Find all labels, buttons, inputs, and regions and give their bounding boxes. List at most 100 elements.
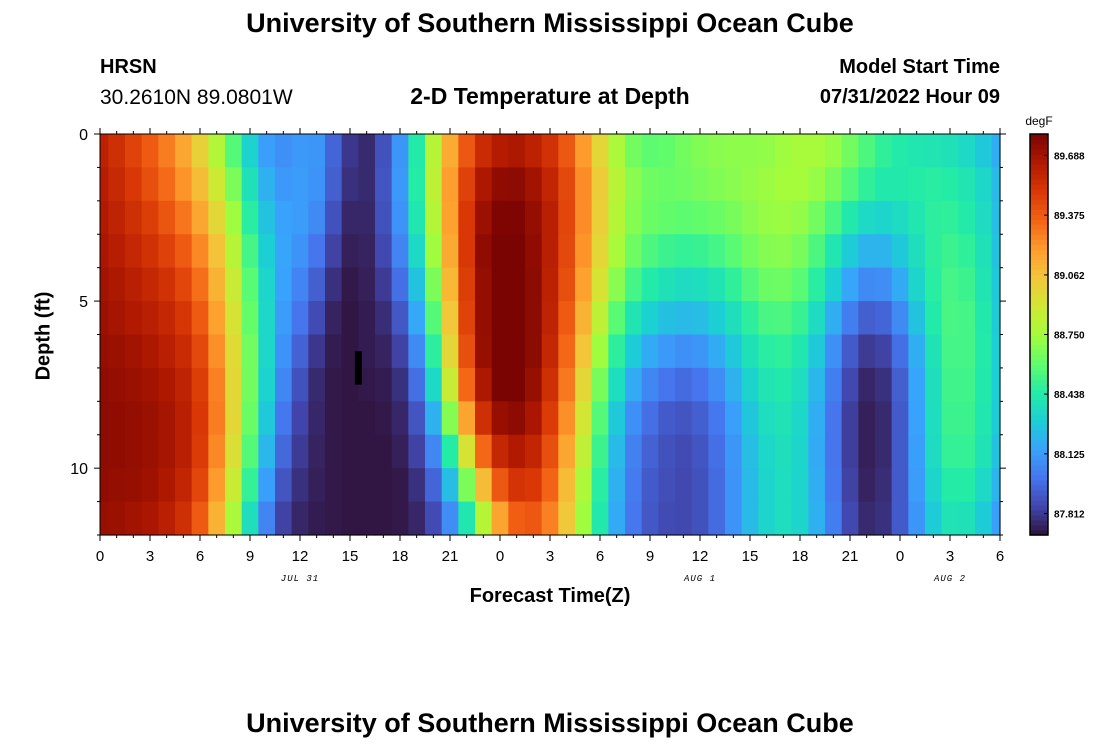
heatmap-cell [100,134,109,169]
date-label: AUG 1 [683,574,716,584]
heatmap-cell [108,334,126,369]
heatmap-cell [808,200,826,235]
colorbar-segment [1030,329,1048,336]
heatmap-cell [225,301,243,336]
heatmap-cell [391,234,409,269]
heatmap-cell [841,301,859,336]
chart-subtitle: 2-D Temperature at Depth [410,83,690,109]
heatmap-cell [141,134,159,169]
heatmap-cell [391,167,409,202]
heatmap-cell [241,434,259,469]
heatmap-cell [100,167,109,202]
heatmap-cell [708,234,726,269]
heatmap-cell [258,267,276,302]
colorbar-segment [1030,174,1048,180]
heatmap-cell [991,468,1001,503]
colorbar-tick-label: 88.750 [1054,331,1085,342]
heatmap-cell [708,301,726,336]
heatmap-cell [108,367,126,402]
heatmap-cell [408,301,426,336]
heatmap-cell [791,367,809,402]
heatmap-cell [375,334,393,369]
heatmap-cell [791,134,809,169]
heatmap-cell [100,267,109,302]
date-label: JUL 31 [281,574,319,584]
heatmap-cell [475,334,493,369]
heatmap-cell [125,234,143,269]
heatmap-cell [408,167,426,202]
heatmap-cell [341,501,359,536]
heatmap-cell [625,200,643,235]
heatmap-cell [641,134,659,169]
heatmap-cell [108,401,126,436]
heatmap-cell [991,234,1001,269]
heatmap-cell [708,468,726,503]
heatmap-cell [391,367,409,402]
heatmap-cell [100,501,109,536]
heatmap-cell [725,200,743,235]
heatmap-cell [791,434,809,469]
heatmap-cell [858,367,876,402]
heatmap-cell [491,401,509,436]
heatmap-cell [458,367,476,402]
heatmap-cell [941,267,959,302]
heatmap-cell [491,367,509,402]
heatmap-cell [191,200,209,235]
heatmap-cell [308,200,326,235]
heatmap-cell [608,167,626,202]
heatmap-cell [991,401,1001,436]
heatmap-cell [591,501,609,536]
heatmap-cell [341,167,359,202]
heatmap-cell [141,200,159,235]
heatmap-cell [708,200,726,235]
heatmap-cell [608,401,626,436]
x-tick-label: 0 [496,548,504,565]
heatmap-cell [625,401,643,436]
heatmap-cell [641,468,659,503]
heatmap-cell [925,134,943,169]
heatmap-cell [591,301,609,336]
heatmap-cell [591,167,609,202]
heatmap-cell [175,234,193,269]
heatmap-cell [175,134,193,169]
heatmap-cell [375,367,393,402]
heatmap-cell [825,334,843,369]
heatmap-cell [725,468,743,503]
heatmap-cell [691,501,709,536]
y-tick-label: 0 [79,127,88,144]
heatmap-cell [525,501,543,536]
heatmap-cell [541,200,559,235]
colorbar-segment [1030,334,1048,341]
heatmap-cell [275,301,293,336]
heatmap-cell [791,234,809,269]
heatmap-cell [425,434,443,469]
heatmap-cell [991,134,1001,169]
heatmap-cell [441,434,459,469]
colorbar-segment [1030,194,1048,200]
heatmap-cell [825,367,843,402]
heatmap-cell [491,468,509,503]
colorbar-segment [1030,244,1048,250]
heatmap-cell [508,234,526,269]
colorbar-segment [1030,379,1048,386]
heatmap-cell [158,134,176,169]
heatmap-cell [100,301,109,336]
heatmap-cell [475,434,493,469]
heatmap-cell [891,434,909,469]
colorbar-segment [1030,454,1048,461]
heatmap-cell [525,200,543,235]
heatmap-cell [858,134,876,169]
heatmap-cell [558,234,576,269]
heatmap-cell [125,334,143,369]
colorbar-segment [1030,159,1048,165]
heatmap-cell [100,334,109,369]
colorbar-segment [1030,414,1048,421]
colorbar-tick-label: 88.125 [1054,450,1085,461]
heatmap-cell [725,401,743,436]
heatmap-cell [258,234,276,269]
heatmap-cell [675,267,693,302]
colorbar-segment [1030,359,1048,366]
heatmap-cell [608,468,626,503]
x-tick-label: 3 [946,548,954,565]
heatmap-cell [691,134,709,169]
